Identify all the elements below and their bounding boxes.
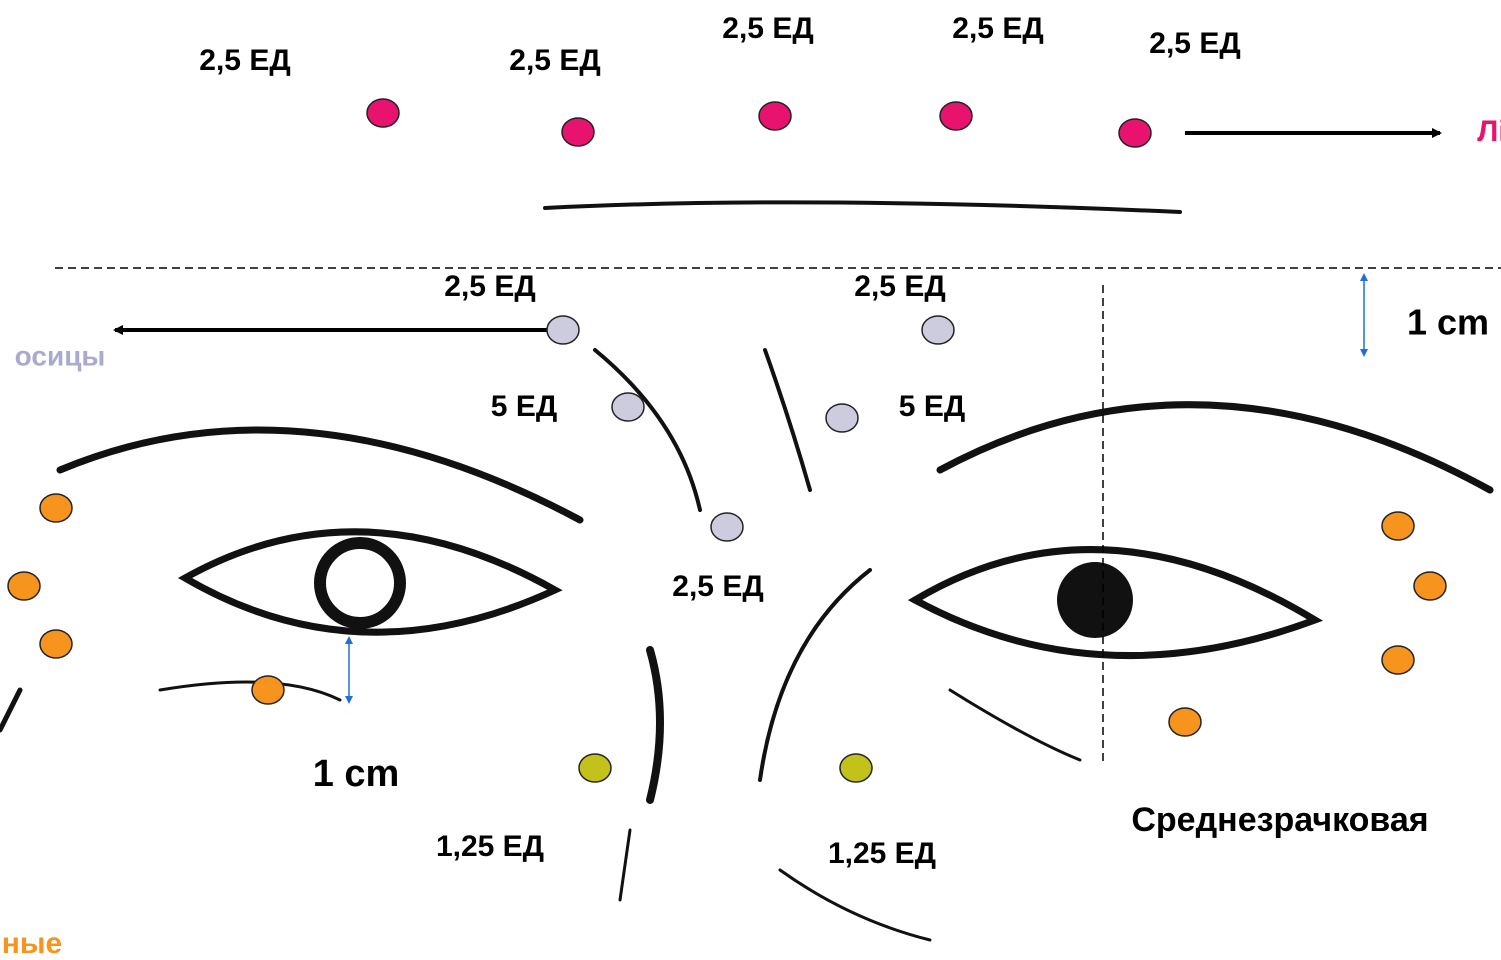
- injection-points: [7, 98, 1447, 783]
- point: [1413, 571, 1447, 601]
- point: [1168, 707, 1202, 737]
- point: [251, 675, 285, 705]
- label: 2,5 ЕД: [444, 270, 535, 303]
- label: Среднезрачковая: [1131, 801, 1428, 839]
- point: [39, 629, 73, 659]
- label: 2,5 ЕД: [1149, 27, 1240, 60]
- label: 2,5 ЕД: [199, 44, 290, 77]
- sketch: [0, 200, 1494, 942]
- point: [561, 117, 595, 147]
- point: [611, 392, 645, 422]
- point: [366, 98, 400, 128]
- label: 1 cm: [1407, 302, 1489, 343]
- point: [7, 571, 41, 601]
- point: [578, 753, 612, 783]
- point: [1381, 645, 1415, 675]
- point: [921, 315, 955, 345]
- label: 1 cm: [313, 753, 400, 795]
- point: [710, 512, 744, 542]
- label: 1,25 ЕД: [828, 837, 936, 870]
- label: 5 ЕД: [899, 390, 965, 423]
- point: [758, 101, 792, 131]
- point: [839, 753, 873, 783]
- label: осицы: [15, 340, 106, 371]
- point: [39, 493, 73, 523]
- point: [546, 315, 580, 345]
- point: [1381, 511, 1415, 541]
- label: 2,5 ЕД: [509, 44, 600, 77]
- labels: 2,5 ЕД 2,5 ЕД 2,5 ЕД 2,5 ЕД 2,5 ЕД Лі 2,5 ЕД 2,…: [2, 12, 1501, 960]
- label: 2,5 ЕД: [854, 270, 945, 303]
- label: 2,5 ЕД: [722, 12, 813, 45]
- point: [825, 403, 859, 433]
- label: ные: [2, 927, 62, 960]
- point: [1118, 118, 1152, 148]
- guides: [55, 128, 1501, 765]
- label: Лі: [1477, 115, 1501, 148]
- label: 2,5 ЕД: [952, 12, 1043, 45]
- label: 5 ЕД: [491, 390, 557, 423]
- label: 1,25 ЕД: [436, 830, 544, 863]
- label: 2,5 ЕД: [672, 570, 763, 603]
- point: [939, 101, 973, 131]
